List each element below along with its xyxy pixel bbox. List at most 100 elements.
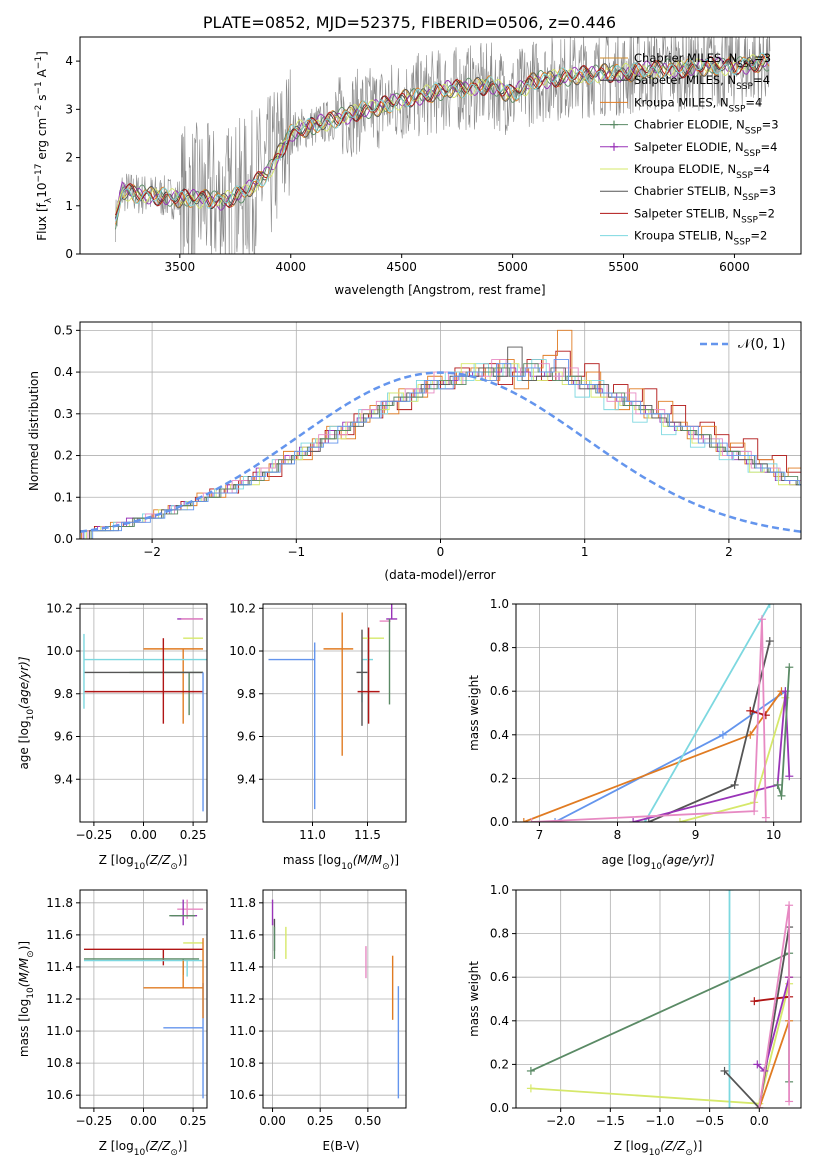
y-tick-label: 9.6 (54, 730, 73, 744)
y-axis-label-part: λ (44, 197, 54, 203)
plot-area-spectrum (115, 37, 771, 254)
y-tick-label: 10.6 (229, 1088, 256, 1102)
x-tick-label: −1.5 (596, 1114, 625, 1128)
x-axis-label-part: age [log (601, 853, 650, 867)
plot-area-z_vs_age (83, 618, 207, 812)
legend-entry-part: =3 (762, 118, 779, 132)
errorbar-point (356, 629, 368, 726)
x-tick-label: 4500 (386, 260, 417, 274)
y-axis-label-part: 10 (35, 183, 49, 198)
y-tick-label: 0.5 (54, 323, 73, 337)
y-tick-label: 11.8 (229, 896, 256, 910)
x-tick-label: 0.00 (130, 828, 157, 842)
legend-entry-part: =4 (745, 95, 762, 109)
weight-line (632, 691, 791, 822)
y-tick-label: 0.1 (54, 490, 73, 504)
legend-entry-part: SSP (736, 82, 753, 92)
y-tick-label: 10.6 (46, 1088, 73, 1102)
x-tick-label: −0.25 (76, 1114, 113, 1128)
x-axis-label-part: )] (178, 1139, 187, 1153)
legend-entry-part: SSP (729, 104, 746, 114)
x-axis-label-part: ⊙ (170, 862, 178, 872)
y-tick-label: 10.2 (46, 601, 73, 615)
y-tick-label: 0.4 (54, 365, 73, 379)
y-tick-label: 10.2 (229, 601, 256, 615)
x-axis-label-part: 10 (649, 1148, 661, 1158)
legend-entry-part: SSP (737, 60, 754, 70)
plot-area-z_vs_mass (83, 899, 204, 1099)
weight-line (531, 619, 767, 822)
x-axis-label-part: (Z/Z (145, 1139, 171, 1153)
y-axis-label-part: (age/yr)] (17, 656, 31, 709)
y-tick-label: 1.0 (490, 883, 509, 897)
legend-entry-part: SSP (741, 215, 758, 225)
y-axis-label: mass weight (467, 675, 481, 751)
plot-area-mass_vs_age (268, 604, 398, 810)
y-axis-label: Normed distribution (27, 371, 41, 491)
y-tick-label: 0.2 (490, 1057, 509, 1071)
legend-entry-part: SSP (745, 127, 762, 137)
y-tick-label: 0.0 (54, 532, 73, 546)
y-axis-label-part: )] (17, 941, 31, 950)
y-tick-label: 0.4 (490, 728, 509, 742)
weight-line (644, 604, 771, 822)
axes-frame (262, 603, 407, 823)
x-axis-label: Z [log10(Z/Z⊙)] (99, 1139, 188, 1158)
x-tick-label: 0.25 (307, 1114, 334, 1128)
legend-entry: Kroupa ELODIE, NSSP=4 (634, 162, 770, 181)
y-axis-label: mass [log10(M/M⊙)] (17, 941, 36, 1057)
histogram-steps (82, 367, 801, 539)
x-tick-label: −1 (287, 545, 305, 559)
legend-entry-part: =4 (753, 73, 770, 87)
y-tick-label: 0.0 (490, 815, 509, 829)
errorbar-point (357, 627, 380, 724)
x-axis-label-part: (age/yr)] (662, 853, 715, 867)
y-tick-label: 11.8 (46, 896, 73, 910)
y-tick-label: 0.4 (490, 1014, 509, 1028)
y-axis-label-part: s (35, 95, 49, 105)
x-tick-label: 0.00 (259, 1114, 286, 1128)
model-spectrum-line (115, 54, 770, 217)
y-tick-label: 9.4 (237, 772, 256, 786)
page-title: PLATE=0852, MJD=52375, FIBERID=0506, z=0… (202, 13, 617, 32)
legend-entry-part: Chabrier STELIB, N (634, 184, 742, 198)
x-tick-label: 0.0 (750, 1114, 769, 1128)
x-tick-label: 0.25 (180, 1114, 207, 1128)
y-axis-label-part: ⊙ (26, 950, 36, 958)
legend-entry-part: Kroupa MILES, N (634, 95, 729, 109)
x-tick-label: 8 (614, 828, 622, 842)
x-axis-label: age [log10(age/yr)] (601, 853, 714, 872)
x-tick-label: −2.0 (546, 1114, 575, 1128)
x-tick-label: 7 (536, 828, 544, 842)
plot-area-residuals (80, 329, 801, 539)
weight-line (723, 926, 790, 1108)
legend-entry-part: SSP (742, 193, 759, 203)
x-axis-label-part: Z [log (614, 1139, 649, 1153)
y-tick-label: 11.2 (229, 992, 256, 1006)
x-axis-label-part: )] (390, 853, 399, 867)
legend-entry: Kroupa MILES, NSSP=4 (634, 95, 762, 114)
y-tick-label: 9.4 (54, 772, 73, 786)
model-spectrum-line (115, 52, 770, 222)
errorbar-point (386, 604, 398, 620)
legend-entry-part: Kroupa STELIB, N (634, 229, 734, 243)
x-tick-label: 10 (766, 828, 781, 842)
y-tick-label: 3 (65, 102, 73, 116)
x-axis-label: wavelength [Angstrom, rest frame] (334, 283, 545, 297)
x-tick-label: 0.00 (130, 1114, 157, 1128)
y-tick-label: 10.0 (229, 644, 256, 658)
x-tick-label: −2 (143, 545, 161, 559)
y-tick-label: 0.3 (54, 407, 73, 421)
x-tick-label: 0.50 (355, 1114, 382, 1128)
legend-entry: Salpeter STELIB, NSSP=2 (634, 206, 775, 225)
x-tick-label: 9 (692, 828, 700, 842)
x-tick-label: 1 (581, 545, 589, 559)
legend-entry: Chabrier ELODIE, NSSP=3 (634, 118, 779, 137)
legend-entry: Salpeter ELODIE, NSSP=4 (634, 140, 777, 159)
y-tick-label: 11.4 (46, 960, 73, 974)
y-tick-label: 10.8 (46, 1056, 73, 1070)
y-tick-label: 0.8 (490, 927, 509, 941)
errorbar-point (268, 642, 316, 810)
